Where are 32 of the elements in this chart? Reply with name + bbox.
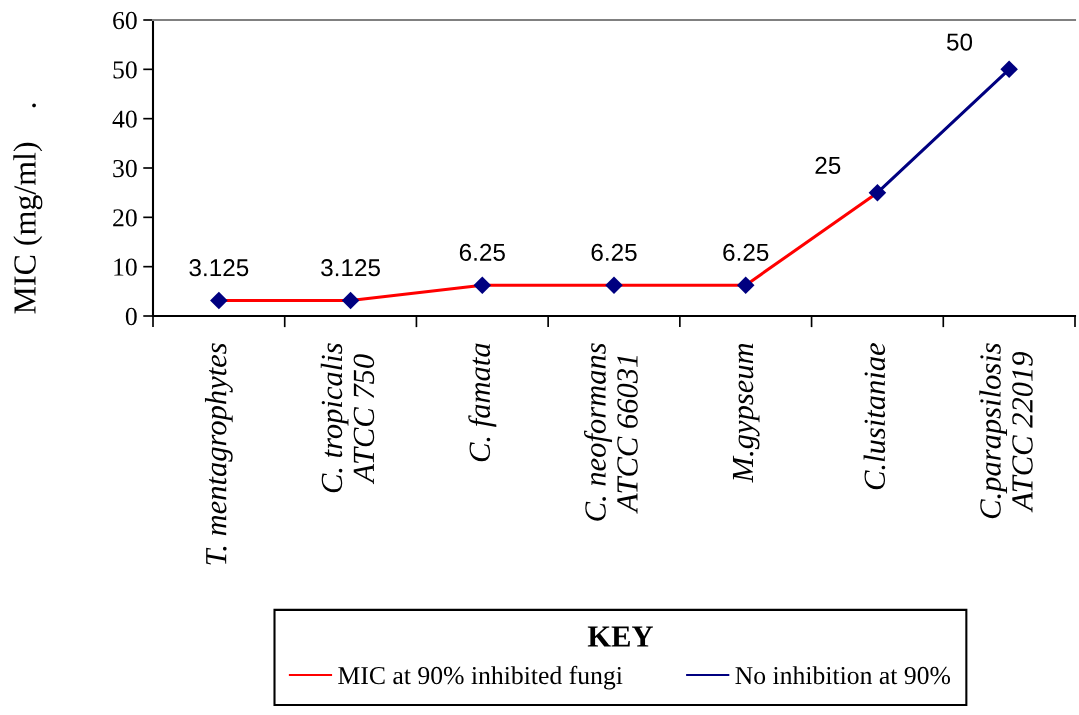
y-axis-title: MIC (mg/ml) . (13, 103, 43, 314)
point (605, 276, 623, 294)
y-tick-label: 30 (113, 159, 137, 178)
legend-label: No inhibition at 90% (735, 666, 951, 685)
x-tick-label: C.parapsilosis ATCC 22019 (979, 343, 1033, 519)
x-tick-label: C.lusitaniae (863, 343, 886, 490)
point (1000, 60, 1018, 79)
data-label: 6.25 (591, 243, 637, 261)
legend-label: MIC at 90% inhibited fungi (338, 665, 623, 690)
y-tick-label: 0 (125, 307, 137, 326)
y-tick-label: 60 (113, 11, 137, 30)
point (736, 276, 755, 294)
point (473, 276, 492, 294)
legend-title: KEY (587, 626, 653, 647)
point (341, 291, 360, 310)
data-label: 25 (815, 156, 841, 174)
point (210, 291, 228, 310)
x-tick-label: C. famata (468, 343, 497, 462)
point (868, 183, 887, 202)
y-tick-label: 20 (113, 209, 137, 227)
y-tick-label: 40 (112, 110, 137, 128)
data-label: 50 (946, 33, 973, 51)
data-label: 3.125 (321, 259, 380, 277)
y-tick-label: 50 (113, 61, 137, 79)
y-tick-label: 10 (114, 258, 137, 276)
data-label: 6.25 (459, 243, 505, 261)
data-label: 6.25 (723, 243, 769, 261)
x-tick-label: C. neoformans ATCC 66031 (584, 343, 638, 521)
x-tick-label: M.gypseum (732, 343, 760, 483)
x-tick-label: T. mentagrophytes (204, 343, 233, 565)
data-label: 3.125 (189, 259, 249, 277)
x-tick-label: C. tropicalis ATCC 750 (320, 343, 375, 493)
